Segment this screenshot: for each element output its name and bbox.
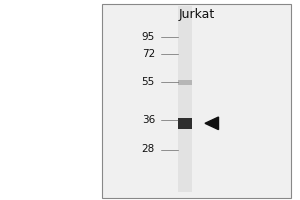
Text: Jurkat: Jurkat	[178, 8, 214, 21]
Bar	[102, 4, 291, 198]
Text: 55: 55	[142, 77, 155, 87]
Bar	[178, 80, 192, 85]
Text: 36: 36	[142, 115, 155, 125]
Polygon shape	[205, 117, 218, 130]
Bar	[178, 6, 192, 192]
Text: 72: 72	[142, 49, 155, 59]
Bar	[178, 118, 192, 129]
Text: 28: 28	[142, 145, 155, 155]
Text: 95: 95	[142, 32, 155, 42]
